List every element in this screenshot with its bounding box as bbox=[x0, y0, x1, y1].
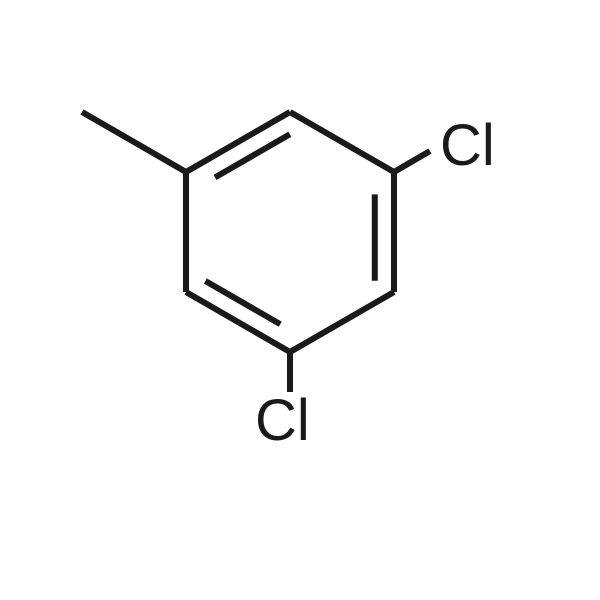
bond bbox=[394, 151, 430, 172]
bond bbox=[290, 112, 394, 172]
bond bbox=[215, 134, 290, 177]
bond bbox=[290, 292, 394, 352]
atom-label: Cl bbox=[255, 388, 310, 453]
bond bbox=[82, 112, 186, 172]
molecule-diagram: Cl Cl bbox=[0, 0, 600, 600]
bond bbox=[205, 281, 280, 324]
atom-label: Cl bbox=[440, 113, 495, 178]
